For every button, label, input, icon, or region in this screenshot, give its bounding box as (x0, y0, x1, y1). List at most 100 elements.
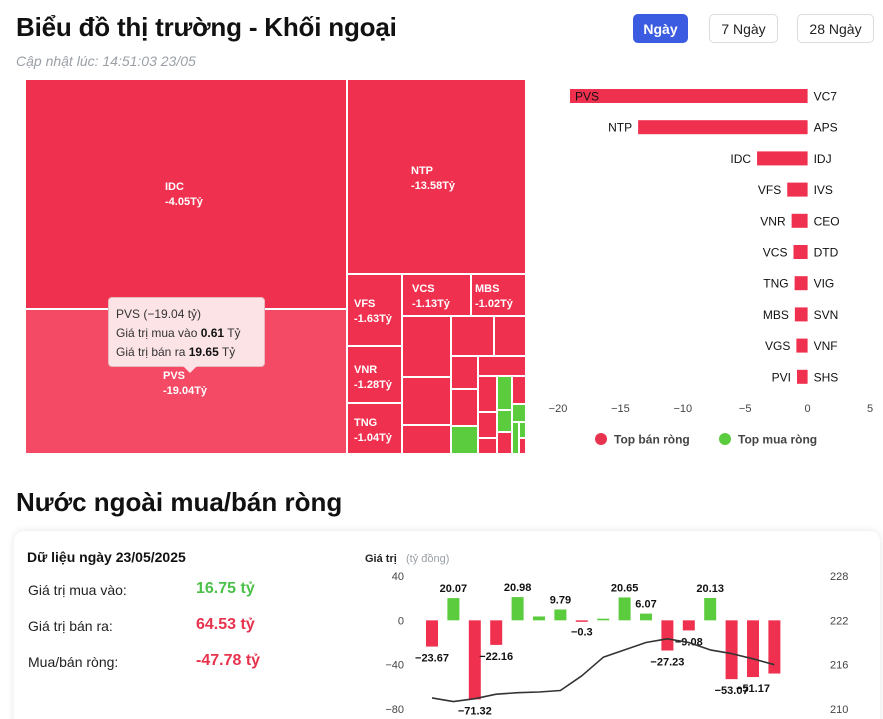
treemap-cell-small[interactable] (519, 438, 526, 454)
treemap-cell-ntp[interactable]: NTP -13.58Tỷ (347, 79, 526, 274)
treemap-value: -13.58Tỷ (411, 180, 456, 192)
bar-sell-code: MBS (763, 308, 789, 322)
bar-sell-code: VFS (758, 183, 781, 197)
treemap-cell-tng[interactable]: TNG -1.04Tỷ (347, 403, 402, 454)
sell-value-label: Giá trị bán ra: (28, 618, 113, 634)
tooltip-unit: Tỷ (227, 326, 241, 340)
tooltip-buy-label: Giá trị mua vào (116, 326, 198, 340)
treemap-cell-mbs[interactable]: MBS -1.02Tỷ (471, 274, 526, 316)
treemap-cell-small[interactable] (478, 412, 497, 438)
tab-day[interactable]: Ngày (633, 14, 688, 43)
net-bar (661, 620, 674, 651)
treemap-value: -1.04Tỷ (354, 432, 392, 444)
net-bar-label: −71.32 (458, 705, 492, 717)
treemap-cell-small[interactable] (402, 425, 451, 454)
treemap-cell-vfs[interactable]: VFS -1.63Tỷ (347, 274, 402, 346)
treemap-cell-small[interactable] (451, 389, 478, 426)
treemap-value: -4.05Tỷ (165, 196, 203, 208)
tooltip-sell-label: Giá trị bán ra (116, 345, 186, 359)
y2-tick-label: 222 (830, 615, 848, 627)
net-bar (704, 598, 717, 621)
net-value: -47.78 tỷ (196, 652, 261, 669)
top-net-bar-chart: PVS VC7 NTP APS IDC IDJ VFS IVS VNR CEO VCS DTD TNG V… (549, 89, 873, 447)
treemap-cell-small[interactable] (497, 410, 512, 432)
tab-7-days[interactable]: 7 Ngày (709, 14, 778, 43)
y2-tick-label: 216 (830, 660, 848, 672)
updated-timestamp: Cập nhật lúc: 14:51:03 23/05 (16, 53, 196, 69)
net-bar (490, 620, 503, 645)
net-bar-label: −0.3 (571, 627, 593, 639)
legend-marker (595, 433, 607, 445)
y-tick-label: 0 (398, 615, 404, 627)
legend-label: Top bán ròng (614, 433, 690, 447)
net-section-title: Nước ngoài mua/bán ròng (16, 487, 343, 517)
treemap-cell-vcs[interactable]: VCS -1.13Tỷ (402, 274, 471, 316)
bar-sell-code: TNG (763, 277, 788, 291)
treemap-cell-small[interactable] (478, 356, 526, 376)
treemap-cell-small[interactable] (478, 438, 497, 454)
x-tick-label: −20 (549, 403, 568, 415)
bar-sell (794, 307, 808, 322)
bar-sell (794, 276, 808, 291)
treemap-cell-small[interactable] (512, 422, 519, 454)
foreign-treemap: IDC -4.05Tỷ PVS -19.04Tỷ NTP -13.58Tỷ VF… (25, 79, 526, 454)
net-bar-label: 20.07 (440, 583, 468, 595)
treemap-cell-small[interactable] (519, 422, 526, 438)
bar-buy-code: DTD (814, 246, 839, 260)
net-bar (640, 613, 652, 621)
y-tick-label: −40 (385, 660, 404, 672)
net-bar (468, 620, 481, 700)
bar-buy-code: IVS (814, 183, 833, 197)
treemap-cell-small[interactable] (451, 426, 478, 454)
bar-buy-code: SHS (814, 370, 839, 384)
x-tick-label: 0 (805, 403, 811, 415)
treemap-cell-vnr[interactable]: VNR -1.28Tỷ (347, 346, 402, 403)
y-tick-label: −80 (385, 704, 404, 716)
net-bar (725, 620, 738, 680)
net-bar-label: 20.98 (504, 582, 532, 594)
treemap-code: IDC (165, 181, 184, 193)
y-tick-label: 40 (392, 571, 404, 583)
net-bar (682, 620, 695, 631)
x-tick-label: −10 (673, 403, 692, 415)
treemap-cell-small[interactable] (497, 432, 512, 454)
x-tick-label: 5 (867, 403, 873, 415)
treemap-code: VNR (354, 364, 378, 376)
net-bar-label: −27.23 (650, 657, 684, 669)
index-line (431, 638, 775, 703)
tooltip-sell-value: 19.65 (188, 345, 219, 359)
bar-sell (796, 369, 808, 384)
net-bar-label: 9.79 (550, 594, 571, 606)
y-axis-unit: (tỷ đồng) (406, 553, 449, 565)
treemap-cell-small[interactable] (451, 356, 478, 389)
net-bar-label: 20.65 (611, 582, 639, 594)
bar-sell-code: VCS (763, 246, 788, 260)
treemap-tooltip: PVS (−19.04 tỷ) Giá trị mua vào 0.61 Tỷ … (108, 297, 265, 367)
treemap-cell-idc[interactable]: IDC -4.05Tỷ (25, 79, 347, 309)
bar-sell-code: PVI (772, 370, 791, 384)
net-bar (533, 616, 545, 621)
treemap-cell-small[interactable] (512, 376, 526, 404)
treemap-cell-small[interactable] (402, 316, 451, 377)
treemap-code: TNG (354, 417, 378, 429)
bar-sell (796, 338, 808, 353)
bar-sell (569, 89, 808, 103)
buy-value: 16.75 tỷ (196, 580, 255, 597)
bar-buy-code: VC7 (814, 90, 838, 104)
treemap-cell-small[interactable] (497, 376, 512, 410)
net-bar (597, 618, 610, 621)
tooltip-sell-row: Giá trị bán ra 19.65 Tỷ (116, 343, 257, 362)
treemap-cell-small[interactable] (512, 404, 526, 422)
buy-value-label: Giá trị mua vào: (28, 582, 127, 598)
bar-buy-code: IDJ (814, 152, 832, 166)
net-flow-combo-chart: Giá trị (tỷ đồng)40 0 −40 −80 228 222 216 210 −23… (365, 553, 848, 717)
tab-28-days[interactable]: 28 Ngày (797, 14, 874, 43)
treemap-cell-small[interactable] (402, 377, 451, 425)
treemap-cell-small[interactable] (494, 316, 526, 356)
treemap-code: VFS (354, 298, 376, 310)
tooltip-unit: Tỷ (221, 345, 236, 359)
treemap-cell-small[interactable] (451, 316, 494, 356)
treemap-cell-small[interactable] (478, 376, 497, 412)
bar-sell (791, 213, 808, 228)
treemap-value: -19.04Tỷ (163, 385, 208, 397)
